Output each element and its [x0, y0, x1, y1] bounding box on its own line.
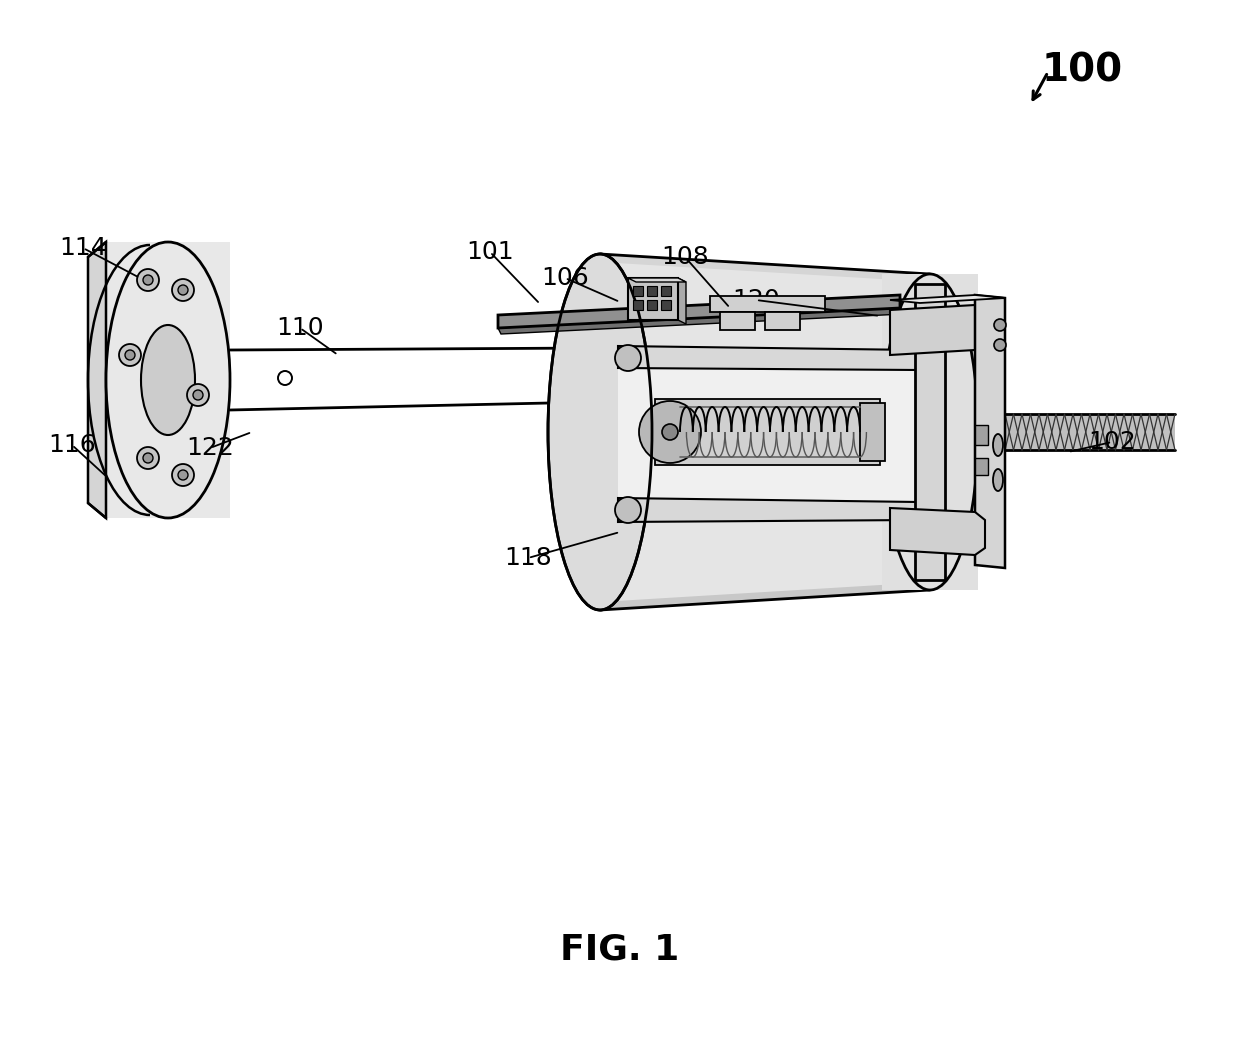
Ellipse shape [882, 274, 978, 590]
Polygon shape [975, 458, 988, 475]
Polygon shape [765, 312, 800, 330]
Text: 100: 100 [1042, 51, 1122, 89]
Polygon shape [975, 295, 1004, 568]
Polygon shape [498, 308, 903, 334]
Bar [861, 403, 885, 461]
Polygon shape [105, 242, 229, 518]
Bar [661, 286, 671, 296]
Polygon shape [618, 346, 918, 370]
Text: 120: 120 [732, 288, 780, 312]
Circle shape [179, 470, 188, 480]
Text: 101: 101 [466, 240, 513, 264]
Bar [647, 286, 657, 296]
Text: 114: 114 [60, 236, 107, 260]
Text: 110: 110 [277, 316, 324, 340]
Text: 122: 122 [186, 436, 234, 460]
Circle shape [172, 464, 193, 486]
Bar [915, 284, 945, 580]
Polygon shape [890, 295, 1004, 303]
Polygon shape [498, 295, 900, 328]
Polygon shape [678, 278, 686, 324]
Circle shape [662, 424, 678, 439]
Text: 118: 118 [505, 547, 552, 570]
Circle shape [278, 371, 291, 385]
Polygon shape [88, 242, 105, 518]
Polygon shape [600, 254, 930, 610]
Text: FIG. 1: FIG. 1 [560, 933, 680, 967]
Bar [632, 300, 644, 310]
Ellipse shape [548, 254, 652, 610]
Circle shape [136, 269, 159, 291]
Polygon shape [627, 278, 686, 282]
Text: 108: 108 [661, 245, 709, 269]
Circle shape [143, 453, 153, 463]
Ellipse shape [993, 469, 1003, 491]
Polygon shape [890, 508, 985, 555]
Circle shape [119, 344, 141, 366]
Polygon shape [618, 358, 918, 513]
Polygon shape [711, 296, 825, 312]
Polygon shape [890, 305, 985, 355]
Circle shape [136, 447, 159, 469]
Circle shape [615, 345, 641, 371]
Bar [661, 300, 671, 310]
Circle shape [172, 279, 193, 301]
Circle shape [994, 319, 1006, 331]
Polygon shape [1004, 414, 1176, 450]
Ellipse shape [141, 325, 195, 435]
Circle shape [639, 401, 701, 463]
Text: 102: 102 [1089, 430, 1136, 454]
Polygon shape [627, 278, 678, 320]
Circle shape [179, 285, 188, 295]
Circle shape [994, 339, 1006, 351]
Bar [632, 286, 644, 296]
Polygon shape [720, 312, 755, 330]
Polygon shape [975, 425, 988, 445]
Circle shape [615, 497, 641, 523]
Polygon shape [600, 254, 930, 282]
Bar [647, 300, 657, 310]
Circle shape [193, 390, 203, 400]
Polygon shape [882, 274, 978, 590]
Ellipse shape [105, 242, 229, 518]
Circle shape [143, 275, 153, 285]
Circle shape [125, 350, 135, 359]
Text: 106: 106 [541, 266, 589, 290]
Text: 116: 116 [48, 433, 95, 457]
Circle shape [187, 384, 210, 406]
Ellipse shape [993, 434, 1003, 456]
Polygon shape [600, 582, 930, 610]
Polygon shape [618, 498, 918, 522]
Polygon shape [655, 399, 880, 465]
